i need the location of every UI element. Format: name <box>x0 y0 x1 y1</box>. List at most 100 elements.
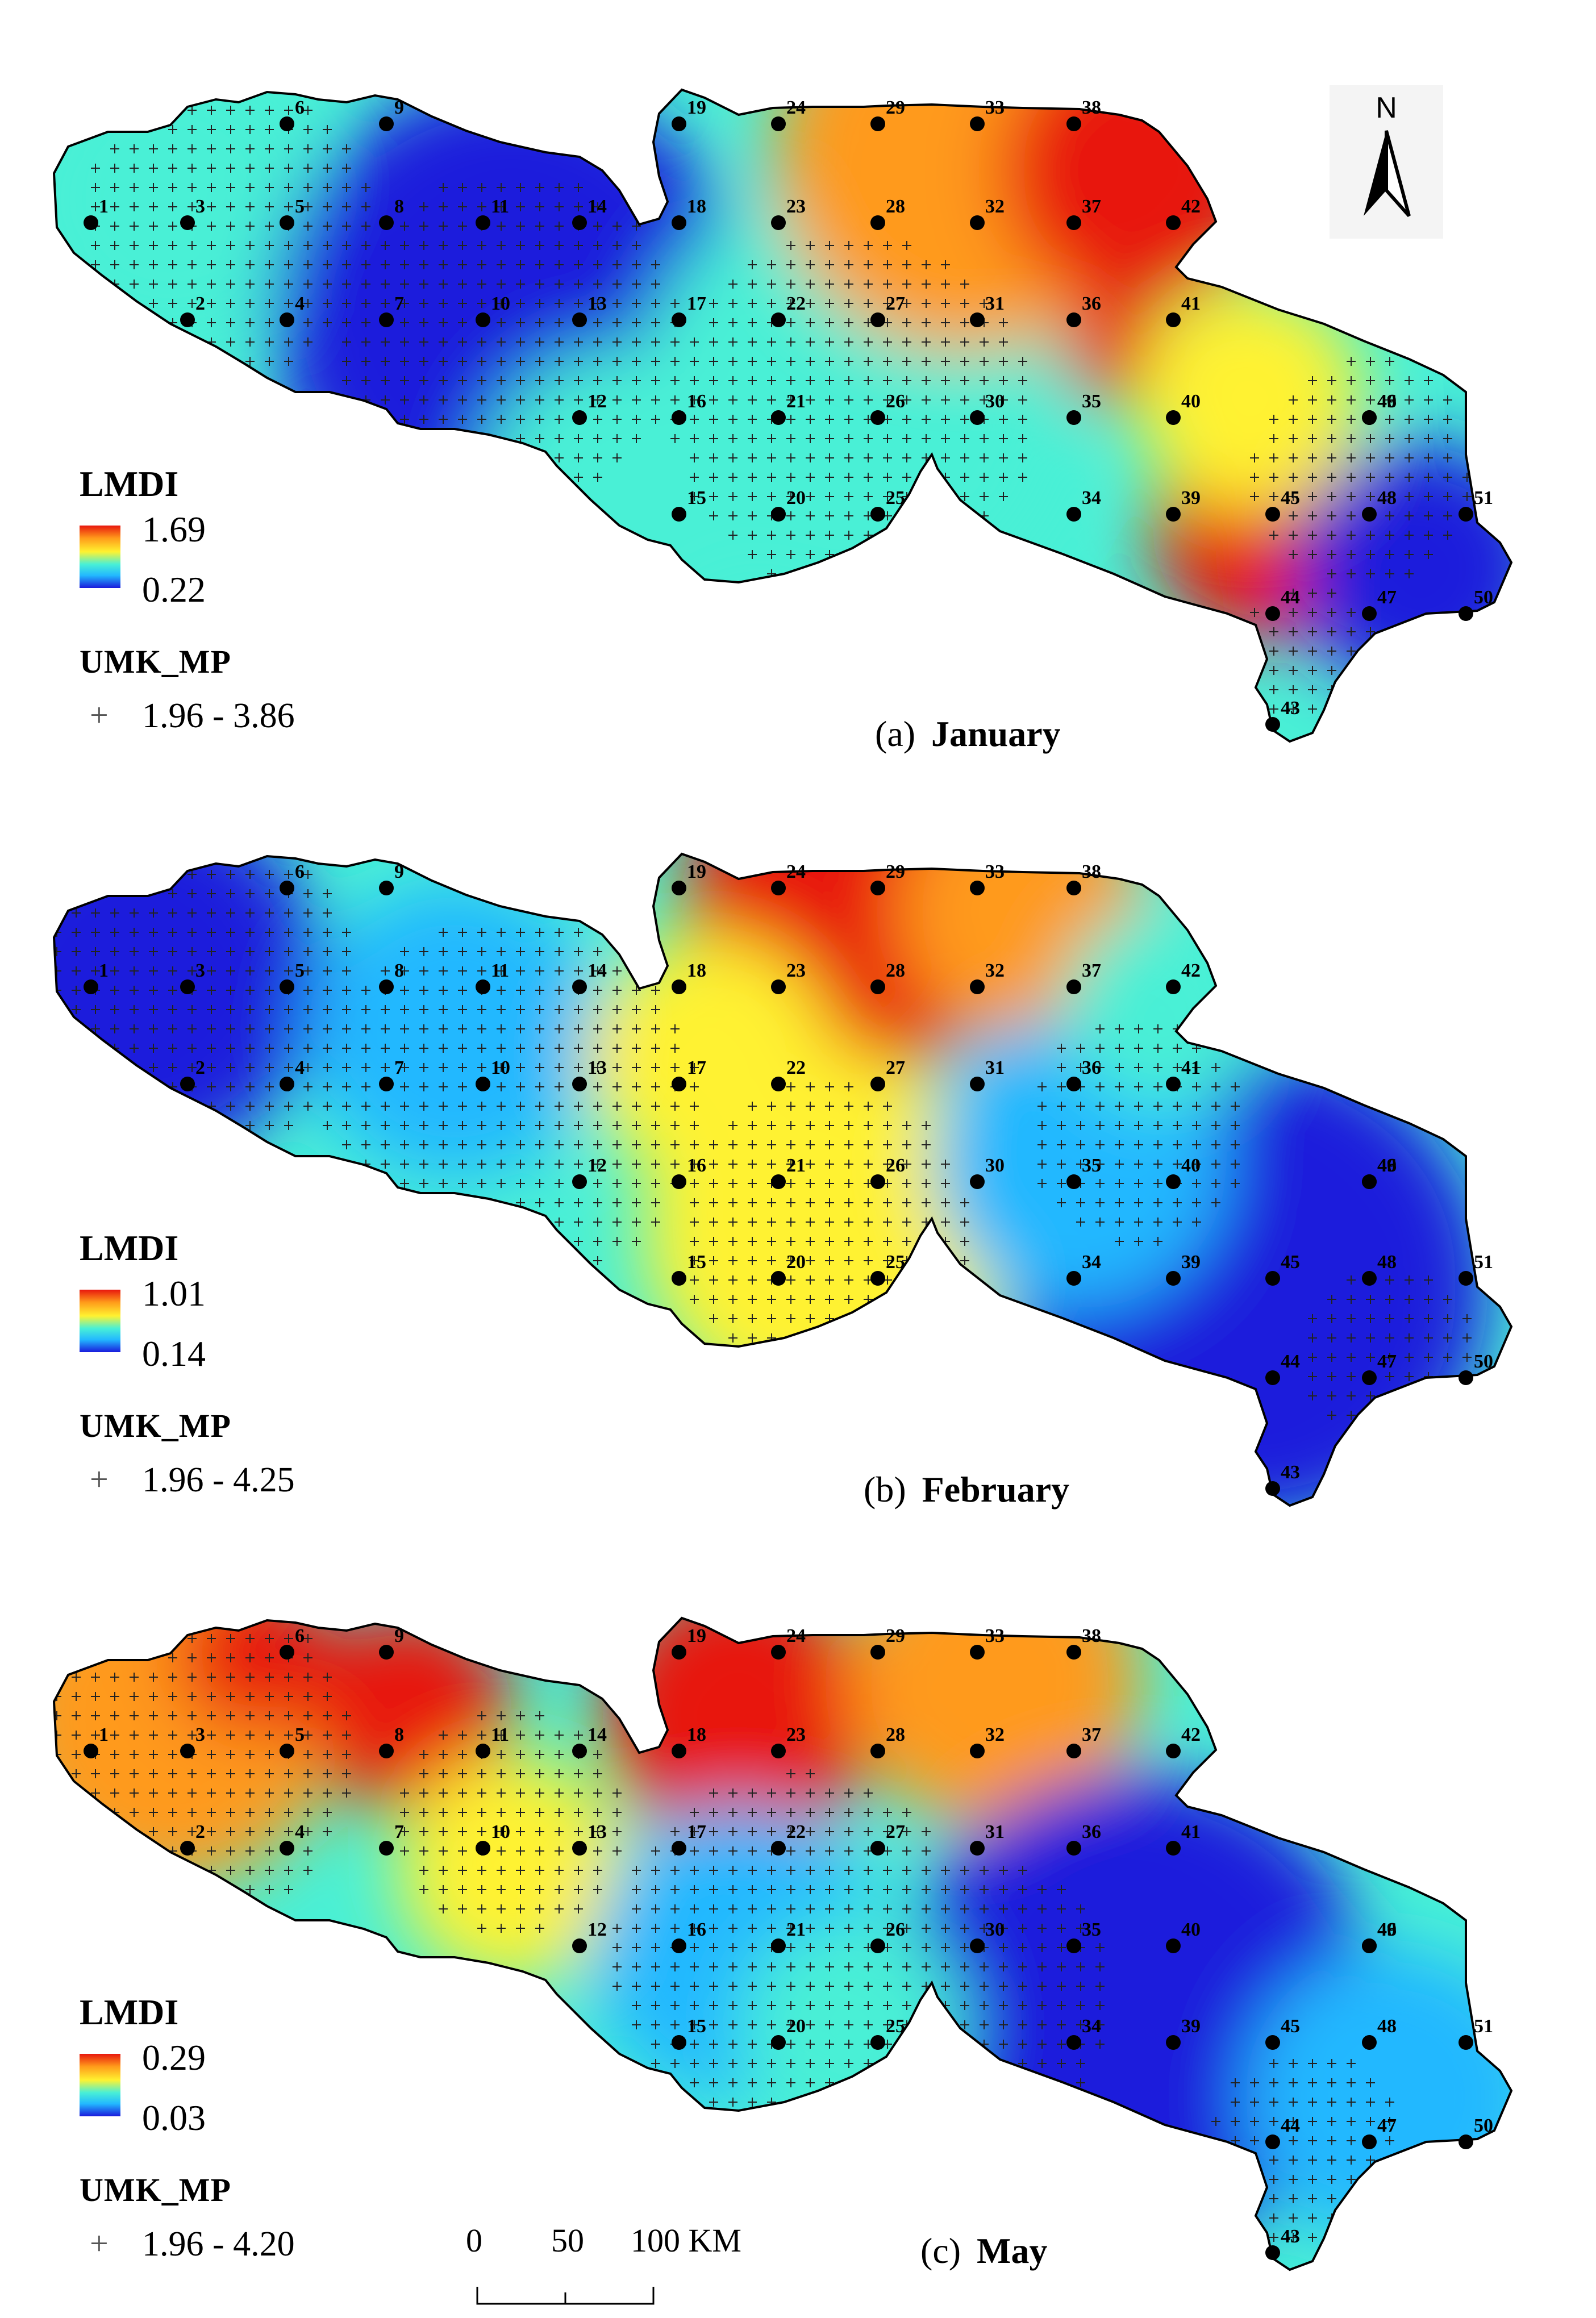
caption-month: May <box>977 2231 1048 2271</box>
station-label: 18 <box>687 1724 706 1745</box>
station-label: 20 <box>786 2016 806 2037</box>
station-dot <box>970 1077 985 1091</box>
station-dot <box>771 979 786 994</box>
station-dot <box>180 215 195 230</box>
station-label: 51 <box>1474 1252 1493 1273</box>
station-dot <box>84 215 98 230</box>
station-dot <box>1166 312 1181 327</box>
station-label: 12 <box>587 1919 607 1940</box>
station-label: 17 <box>687 1821 706 1842</box>
station-label: 7 <box>394 1057 404 1078</box>
significance-title: UMK_MP <box>80 643 231 680</box>
station-dot <box>1166 1077 1181 1091</box>
station-label: 42 <box>1181 196 1201 217</box>
station-dot <box>870 1938 885 1953</box>
station-dot <box>672 1841 686 1856</box>
station-label: 19 <box>687 97 706 118</box>
map-february: 1234567891011121314151617181920212223242… <box>52 852 1513 1507</box>
station-label: 12 <box>587 391 607 412</box>
station-dot <box>771 881 786 895</box>
station-dot <box>1265 1481 1280 1496</box>
station-label: 33 <box>985 861 1005 882</box>
station-dot <box>180 1841 195 1856</box>
station-label: 38 <box>1082 1625 1101 1646</box>
station-label: 38 <box>1082 861 1101 882</box>
station-label: 1 <box>99 196 109 217</box>
station-label: 47 <box>1377 587 1397 608</box>
significance-marks <box>54 870 1472 1420</box>
basin-outline <box>52 1616 1513 2271</box>
station-label: 28 <box>886 1724 905 1745</box>
station-dot <box>1066 1841 1081 1856</box>
station-label: 35 <box>1082 1155 1101 1176</box>
station-label: 13 <box>587 1821 607 1842</box>
station-label: 15 <box>687 2016 706 2037</box>
station-dot <box>1066 1077 1081 1091</box>
station-dot <box>280 1645 294 1660</box>
station-dot <box>280 1077 294 1091</box>
station-label: 42 <box>1181 1724 1201 1745</box>
map-january: 1234567891011121314151617181920212223242… <box>52 88 1513 743</box>
station-dot <box>1066 1271 1081 1286</box>
station-dot <box>1166 1174 1181 1189</box>
legend-title: LMDI <box>80 464 179 504</box>
legend-min: 0.03 <box>142 2098 206 2138</box>
station-dot <box>84 1744 98 1758</box>
station-label: 25 <box>886 2016 905 2037</box>
station-dot <box>1362 2134 1377 2149</box>
north-arrow: N <box>1330 85 1443 239</box>
station-dot <box>970 1645 985 1660</box>
station-label: 16 <box>687 1919 706 1940</box>
station-label: 29 <box>886 1625 905 1646</box>
station-label: 20 <box>786 1252 806 1273</box>
station-dot <box>1066 1744 1081 1758</box>
station-dot <box>771 1077 786 1091</box>
station-label: 46 <box>1377 391 1397 412</box>
caption-letter: (a) <box>875 714 916 754</box>
station-label: 50 <box>1474 1351 1493 1372</box>
scale-label-100: 100 KM <box>631 2222 741 2259</box>
station-dot <box>870 312 885 327</box>
station-dot <box>1265 1370 1280 1385</box>
station-label: 45 <box>1281 2016 1300 2037</box>
lmdi-hotspot <box>585 935 835 1185</box>
station-label: 27 <box>886 1821 905 1842</box>
station-label: 26 <box>886 1919 905 1940</box>
legend-title: LMDI <box>80 1992 179 2032</box>
station-label: 25 <box>886 1252 905 1273</box>
station-dot <box>572 979 587 994</box>
station-dot <box>1265 2035 1280 2050</box>
caption-january: (a) January <box>875 713 1061 755</box>
station-label: 40 <box>1181 1919 1201 1940</box>
station-label: 24 <box>786 1625 806 1646</box>
station-dot <box>180 1077 195 1091</box>
station-dot <box>771 1841 786 1856</box>
station-dot <box>970 1938 985 1953</box>
station-label: 39 <box>1181 2016 1201 2037</box>
station-dot <box>771 410 786 425</box>
station-label: 31 <box>985 1057 1005 1078</box>
station-label: 15 <box>687 487 706 508</box>
station-label: 21 <box>786 1919 806 1940</box>
station-dot <box>870 410 885 425</box>
station-label: 34 <box>1082 2016 1101 2037</box>
station-label: 51 <box>1474 2016 1493 2037</box>
station-dot <box>672 979 686 994</box>
legend-min: 0.14 <box>142 1333 206 1374</box>
station-label: 23 <box>786 196 806 217</box>
station-dot <box>379 116 394 131</box>
station-label: 17 <box>687 293 706 314</box>
station-label: 47 <box>1377 2115 1397 2136</box>
station-label: 6 <box>295 97 305 118</box>
station-label: 43 <box>1281 1462 1300 1483</box>
station-dot <box>1265 606 1280 621</box>
color-ramp <box>80 1290 120 1352</box>
station-label: 38 <box>1082 97 1101 118</box>
station-label: 44 <box>1281 587 1300 608</box>
station-dot <box>379 881 394 895</box>
station-dot <box>1166 1744 1181 1758</box>
lmdi-hotspot <box>307 1618 511 1812</box>
station-label: 21 <box>786 391 806 412</box>
station-label: 48 <box>1377 1252 1397 1273</box>
station-dot <box>771 1744 786 1758</box>
